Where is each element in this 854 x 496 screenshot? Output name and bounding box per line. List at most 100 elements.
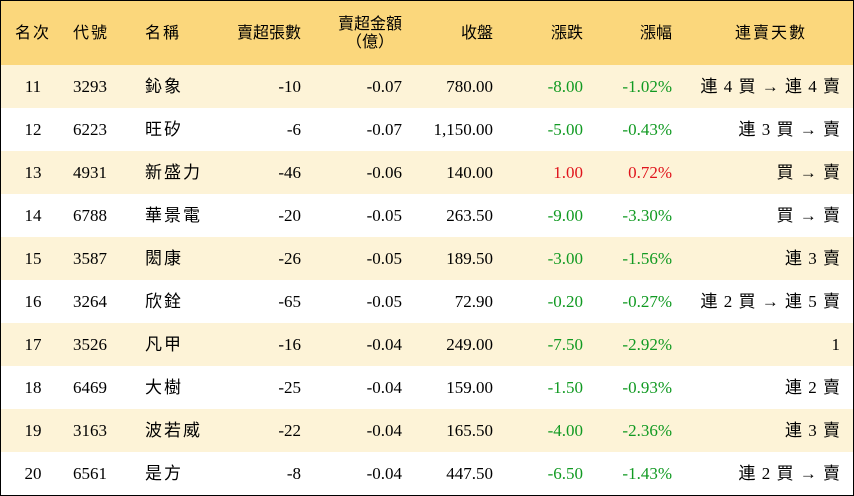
header-net-sell-qty: 賣超張數 [236,23,301,42]
net-sell-amount-cell: -0.04 [366,335,402,354]
code-cell: 4931 [73,163,107,182]
header-change: 漲跌 [550,23,583,42]
code-cell: 3526 [73,335,107,354]
streak-days-cell: 1 [831,335,841,354]
name-cell: 旺矽 [145,120,183,139]
net-sell-qty-cell: -20 [278,206,301,225]
streak-days-cell: 連 3 賣 [785,421,841,440]
streak-days-cell: 連 3 賣 [785,249,841,268]
streak-days-cell: 連 2 買 → 連 5 賣 [700,292,841,311]
name-cell: 是方 [145,464,183,483]
close-price-cell: 447.50 [446,464,493,483]
table-row: 12 6223 旺矽 -6 -0.07 1,150.00 -5.00 -0.43% 連 3 買 … [1,108,853,151]
rank-cell: 16 [24,292,42,311]
change-cell: -9.00 [547,206,583,225]
header-change-pct: 漲幅 [639,23,672,42]
net-sell-qty-cell: -26 [278,249,301,268]
net-sell-amount-cell: -0.04 [366,421,402,440]
change-pct-cell: -1.56% [622,249,672,268]
close-price-cell: 780.00 [446,77,493,96]
rank-cell: 15 [24,249,42,268]
rank-cell: 20 [24,464,42,483]
net-sell-amount-cell: -0.07 [366,120,402,139]
header-streak-days: 連賣天數 [734,23,807,42]
table-row: 20 6561 是方 -8 -0.04 447.50 -6.50 -1.43% 連 2 買 → … [1,452,853,495]
net-sell-qty-cell: -6 [286,120,301,139]
close-price-cell: 165.50 [446,421,493,440]
net-sell-qty-cell: -8 [286,464,301,483]
net-sell-amount-cell: -0.05 [366,292,402,311]
name-cell: 新盛力 [145,163,202,182]
rank-cell: 11 [24,77,42,96]
streak-days-cell: 連 2 賣 [785,378,841,397]
net-sell-amount-cell: -0.06 [366,163,402,182]
table-row: 11 3293 鈊象 -10 -0.07 780.00 -8.00 -1.02% 連 4 買 →… [1,65,853,108]
change-pct-cell: -0.93% [622,378,672,397]
table-row: 19 3163 波若威 -22 -0.04 165.50 -4.00 -2.36% 連 3 賣 [1,409,853,452]
name-cell: 波若威 [145,421,202,440]
change-pct-cell: -0.27% [622,292,672,311]
rank-cell: 12 [24,120,42,139]
change-cell: -8.00 [547,77,583,96]
header-close: 收盤 [460,23,493,42]
change-pct-cell: -0.43% [622,120,672,139]
streak-days-cell: 連 3 買 → 賣 [738,120,841,139]
streak-days-cell: 連 2 買 → 賣 [738,464,841,483]
table-row: 17 3526 凡甲 -16 -0.04 249.00 -7.50 -2.92% 1 [1,323,853,366]
change-pct-cell: -3.30% [622,206,672,225]
close-price-cell: 263.50 [446,206,493,225]
net-sell-amount-cell: -0.05 [366,249,402,268]
close-price-cell: 1,150.00 [433,120,494,139]
close-price-cell: 72.90 [454,292,493,311]
change-pct-cell: 0.72% [628,163,672,182]
header-code: 代號 [73,23,110,42]
code-cell: 3264 [73,292,107,311]
change-pct-cell: -1.43% [622,464,672,483]
rank-cell: 13 [24,163,42,182]
streak-days-cell: 連 4 買 → 連 4 賣 [700,77,841,96]
change-cell: 1.00 [553,163,583,182]
change-pct-cell: -2.36% [622,421,672,440]
change-pct-cell: -1.02% [622,77,672,96]
streak-days-cell: 買 → 賣 [776,163,841,182]
net-sell-amount-cell: -0.07 [366,77,402,96]
close-price-cell: 189.50 [446,249,493,268]
net-sell-amount-cell: -0.04 [366,378,402,397]
code-cell: 3293 [73,77,107,96]
change-cell: -4.00 [547,421,583,440]
change-cell: -7.50 [547,335,583,354]
name-cell: 欣銓 [145,292,183,311]
code-cell: 6469 [73,378,107,397]
header-name: 名稱 [145,23,182,42]
net-sell-qty-cell: -16 [278,335,301,354]
name-cell: 閎康 [145,249,183,268]
code-cell: 6561 [73,464,107,483]
rank-cell: 18 [24,378,42,397]
header-net-sell-amount: 賣超金額 （億） [338,15,402,51]
name-cell: 華景電 [145,206,202,225]
net-sell-qty-cell: -46 [278,163,301,182]
net-sell-qty-cell: -22 [278,421,301,440]
table-header: 名次 代號 名稱 賣超張數 賣超金額 （億） 收盤 漲跌 漲幅 連賣天數 [1,1,853,65]
close-price-cell: 140.00 [446,163,493,182]
change-pct-cell: -2.92% [622,335,672,354]
table-row: 18 6469 大樹 -25 -0.04 159.00 -1.50 -0.93% 連 2 賣 [1,366,853,409]
table-row: 13 4931 新盛力 -46 -0.06 140.00 1.00 0.72% 買 → 賣 [1,151,853,194]
header-rank: 名次 [14,23,51,42]
net-sell-qty-cell: -25 [278,378,301,397]
change-cell: -3.00 [547,249,583,268]
change-cell: -0.20 [547,292,583,311]
code-cell: 3587 [73,249,107,268]
net-sell-amount-cell: -0.04 [366,464,402,483]
table-row: 14 6788 華景電 -20 -0.05 263.50 -9.00 -3.30% 買 → 賣 [1,194,853,237]
code-cell: 6223 [73,120,107,139]
change-cell: -6.50 [547,464,583,483]
code-cell: 6788 [73,206,107,225]
rank-cell: 14 [24,206,42,225]
close-price-cell: 249.00 [446,335,493,354]
header-amount-line2: （億） [345,32,394,51]
net-sell-qty-cell: -65 [278,292,301,311]
close-price-cell: 159.00 [446,378,493,397]
rank-cell: 17 [24,335,42,354]
